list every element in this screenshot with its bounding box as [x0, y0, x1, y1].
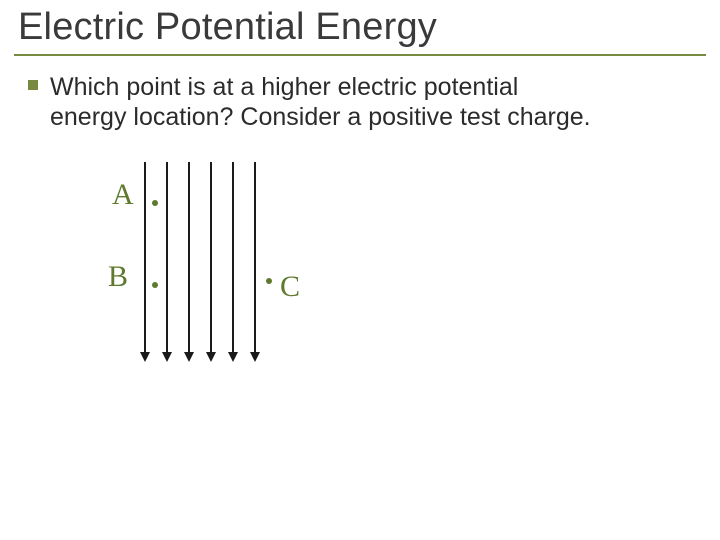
point-dot-c: [266, 278, 272, 284]
arrow-down-icon: [162, 352, 172, 362]
title-underline: [14, 54, 706, 56]
arrow-down-icon: [206, 352, 216, 362]
arrow-down-icon: [184, 352, 194, 362]
field-line: [232, 162, 234, 354]
field-line: [210, 162, 212, 354]
point-dot-a: [152, 200, 158, 206]
question-line-1: Which point is at a higher electric pote…: [50, 72, 518, 102]
slide: Electric Potential Energy Which point is…: [0, 0, 720, 540]
point-label-a: A: [112, 178, 134, 212]
point-label-b: B: [108, 260, 128, 294]
field-line: [188, 162, 190, 354]
arrow-down-icon: [228, 352, 238, 362]
question-line-2: energy location? Consider a positive tes…: [50, 102, 591, 132]
bullet-square-icon: [28, 80, 38, 90]
field-line: [166, 162, 168, 354]
point-label-c: C: [280, 270, 300, 304]
arrow-down-icon: [250, 352, 260, 362]
point-dot-b: [152, 282, 158, 288]
page-title: Electric Potential Energy: [18, 6, 437, 49]
field-line: [254, 162, 256, 354]
field-line: [144, 162, 146, 354]
arrow-down-icon: [140, 352, 150, 362]
